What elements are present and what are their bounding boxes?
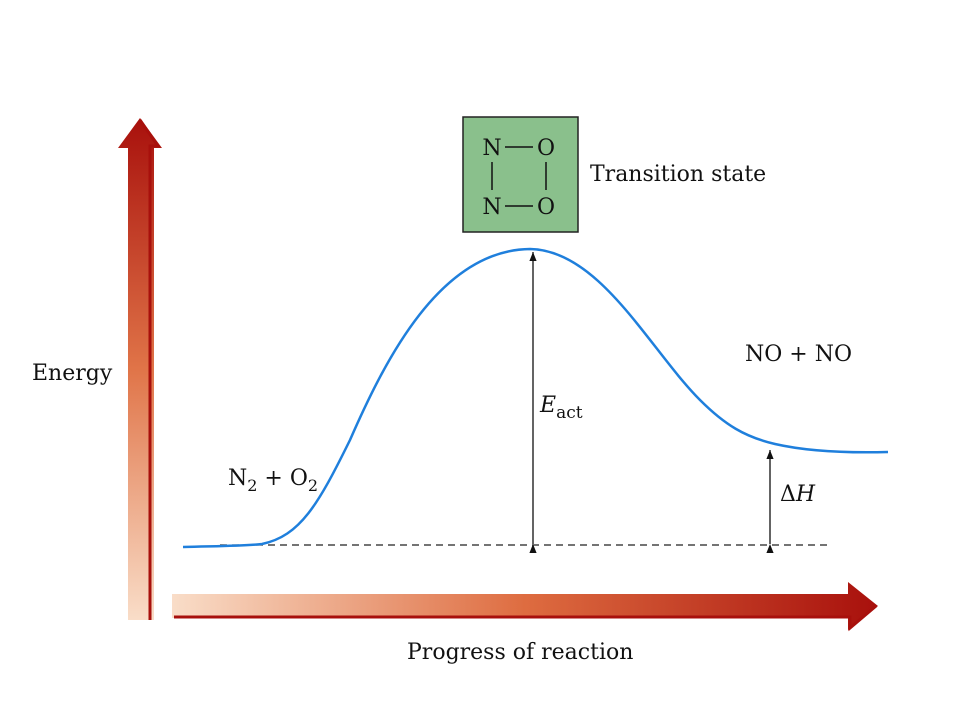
progress-axis-arrow <box>172 582 878 632</box>
reactant-n: N <box>228 466 247 491</box>
transition-state-box: N O N O <box>462 116 579 233</box>
activation-energy-symbol: E <box>539 393 556 418</box>
energy-curve <box>182 247 889 549</box>
energy-axis-label: Energy <box>32 361 113 386</box>
products-label: NO + NO <box>745 342 852 367</box>
activation-energy-label: Eact <box>539 393 583 423</box>
ts-atom-bottom-left: N <box>482 195 501 220</box>
progress-axis-label: Progress of reaction <box>407 640 633 665</box>
activation-energy-subscript: act <box>556 403 583 423</box>
ts-atom-top-right: O <box>537 136 555 161</box>
transition-state-label: Transition state <box>590 162 766 187</box>
ts-atom-top-left: N <box>482 136 501 161</box>
enthalpy-delta: Δ <box>780 482 796 507</box>
ts-atom-bottom-right: O <box>537 195 555 220</box>
reactant-o-subscript: 2 <box>308 476 318 495</box>
reactants-label: N2 + O2 <box>228 466 318 495</box>
enthalpy-symbol: H <box>795 482 816 507</box>
reactant-plus-o: + O <box>257 466 307 491</box>
energy-axis-arrow <box>118 118 162 620</box>
reactant-n-subscript: 2 <box>247 476 257 495</box>
enthalpy-label: ΔH <box>780 482 816 507</box>
